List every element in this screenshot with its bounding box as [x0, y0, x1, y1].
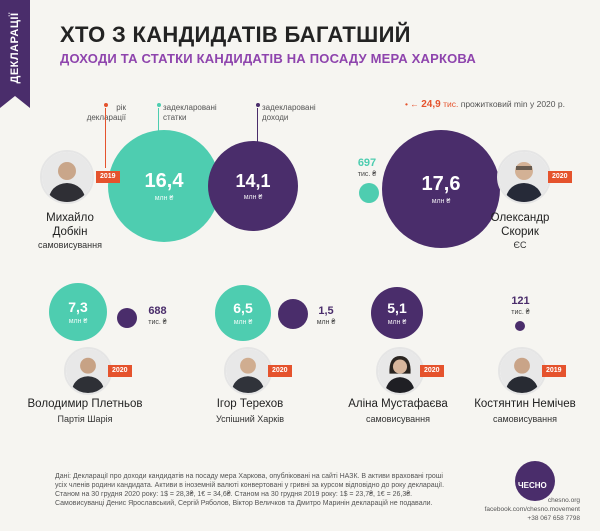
- skoryk-income-value: 17,6: [421, 172, 461, 195]
- nemichev-photo: [498, 347, 546, 395]
- terekhov-assets-bubble: 6,5 млн ₴: [215, 285, 271, 341]
- mustafaeva-year-badge: 2020: [420, 365, 444, 377]
- skoryk-assets-bubble: [359, 183, 379, 203]
- page-subtitle: ДОХОДИ ТА СТАТКИ КАНДИДАТІВ НА ПОСАДУ МЕ…: [60, 51, 476, 66]
- legend-min-income: • ← 24,9 тис. прожитковий min у 2020 р.: [405, 99, 565, 110]
- legend-income-dot: [256, 103, 260, 107]
- skoryk-photo: [497, 150, 551, 204]
- dobkin-income-bubble: 14,1 млн ₴: [208, 141, 298, 231]
- pletnyov-assets-bubble: 7,3 млн ₴: [49, 283, 107, 341]
- legend-min-arrow: ←: [410, 99, 422, 109]
- legend-year-line: [105, 108, 106, 168]
- terekhov-assets-unit: млн ₴: [233, 318, 253, 326]
- legend-min-unit: тис.: [443, 99, 459, 109]
- page-title: ХТО З КАНДИДАТІВ БАГАТШИЙ: [60, 22, 411, 47]
- person-icon: [226, 349, 270, 393]
- footer-site: chesno.org: [547, 497, 580, 504]
- pletnyov-income-unit: тис. ₴: [148, 319, 167, 326]
- dobkin-income-unit: млн ₴: [243, 193, 263, 201]
- skoryk-party: ЄС: [513, 240, 527, 250]
- legend-year-dot: [104, 103, 108, 107]
- terekhov-year-badge: 2020: [268, 365, 292, 377]
- pletnyov-assets-value: 7,3: [68, 298, 88, 315]
- dobkin-assets-value: 16,4: [144, 169, 184, 192]
- chesno-logo: [515, 461, 555, 501]
- skoryk-income-unit: млн ₴: [431, 197, 451, 205]
- dobkin-income-value: 14,1: [235, 170, 271, 191]
- terekhov-name: Ігор Терехов: [216, 398, 284, 410]
- nemichev-income-value: 121: [511, 295, 530, 307]
- pletnyov-photo: [64, 347, 112, 395]
- footer-source-note: Дані: Декларації про доходи кандидатів н…: [55, 473, 445, 507]
- mustafaeva-name: Аліна Мустафаєва: [348, 398, 448, 410]
- pletnyov-income-bubble: [117, 308, 137, 328]
- mustafaeva-income-bubble: 5,1 млн ₴: [371, 287, 423, 339]
- pletnyov-year-badge: 2020: [108, 365, 132, 377]
- skoryk-income-bubble: 17,6 млн ₴: [382, 130, 500, 248]
- legend-assets-dot: [157, 103, 161, 107]
- mustafaeva-photo: [376, 347, 424, 395]
- terekhov-income-bubble: [278, 299, 308, 329]
- legend-income-label: задекларовані доходи: [262, 103, 316, 122]
- legend-min-dot: •: [405, 99, 408, 109]
- pletnyov-party: Партія Шарія: [57, 414, 113, 424]
- dobkin-party: самовисування: [37, 240, 102, 250]
- nemichev-party: самовисування: [492, 414, 557, 424]
- person-icon: [500, 349, 544, 393]
- footer-contacts: chesno.org facebook.com/chesno.movement …: [465, 496, 580, 523]
- section-tab-label: ДЕКЛАРАЦІЇ: [9, 12, 21, 84]
- terekhov-income-label: 1,5 млн ₴: [310, 305, 342, 329]
- dobkin-year-badge: 2019: [96, 171, 120, 183]
- legend-assets: задекларовані статки: [163, 103, 217, 123]
- terekhov-party: Успішний Харків: [216, 414, 284, 424]
- section-tab: ДЕКЛАРАЦІЇ: [0, 0, 30, 108]
- terekhov-assets-value: 6,5: [233, 299, 253, 316]
- legend-income-line: [257, 108, 258, 146]
- skoryk-assets-value: 697: [357, 157, 377, 169]
- dobkin-assets-bubble: 16,4 млн ₴: [108, 130, 220, 242]
- dobkin-name: Михайло Добкін: [46, 212, 94, 238]
- legend-min-value: 24,9: [421, 99, 441, 110]
- nemichev-name: Костянтин Немічев: [474, 398, 576, 410]
- terekhov-photo: [224, 347, 272, 395]
- person-icon: [42, 152, 92, 202]
- mustafaeva-party: самовисування: [365, 414, 430, 424]
- legend-min-label: прожитковий min у 2020 р.: [460, 99, 565, 109]
- terekhov-income-unit: млн ₴: [316, 319, 336, 326]
- legend-assets-line: [158, 108, 159, 150]
- terekhov-income-value: 1,5: [318, 305, 334, 317]
- person-icon: [66, 349, 110, 393]
- legend-assets-label: задекларовані статки: [163, 103, 217, 122]
- skoryk-assets-label: 697 тис. ₴: [352, 157, 382, 181]
- mustafaeva-income-value: 5,1: [387, 299, 407, 316]
- person-icon: [499, 152, 549, 202]
- pletnyov-income-value: 688: [148, 305, 167, 317]
- skoryk-name: Олександр Скорик: [490, 212, 550, 238]
- footer-facebook: facebook.com/chesno.movement: [484, 506, 580, 513]
- nemichev-year-badge: 2019: [542, 365, 566, 377]
- legend-year-label: рік декларації: [86, 103, 126, 122]
- person-icon: [378, 349, 422, 393]
- dobkin-assets-unit: млн ₴: [154, 194, 174, 202]
- pletnyov-assets-unit: млн ₴: [68, 317, 88, 325]
- mustafaeva-income-unit: млн ₴: [387, 318, 407, 326]
- pletnyov-income-label: 688 тис. ₴: [140, 305, 175, 329]
- legend-income: задекларовані доходи: [262, 103, 316, 123]
- skoryk-year-badge: 2020: [548, 171, 572, 183]
- footer-phone: +38 067 658 7798: [527, 515, 580, 522]
- nemichev-income-label: 121 тис. ₴: [503, 295, 538, 319]
- legend-year: рік декларації: [86, 103, 126, 123]
- chesno-logo-text: ЧЕСНО: [518, 481, 547, 490]
- dobkin-photo: [40, 150, 94, 204]
- pletnyov-name: Володимир Плетньов: [27, 398, 143, 410]
- nemichev-income-unit: тис. ₴: [511, 309, 530, 316]
- nemichev-income-bubble: [515, 321, 525, 331]
- skoryk-assets-unit: тис. ₴: [357, 171, 377, 178]
